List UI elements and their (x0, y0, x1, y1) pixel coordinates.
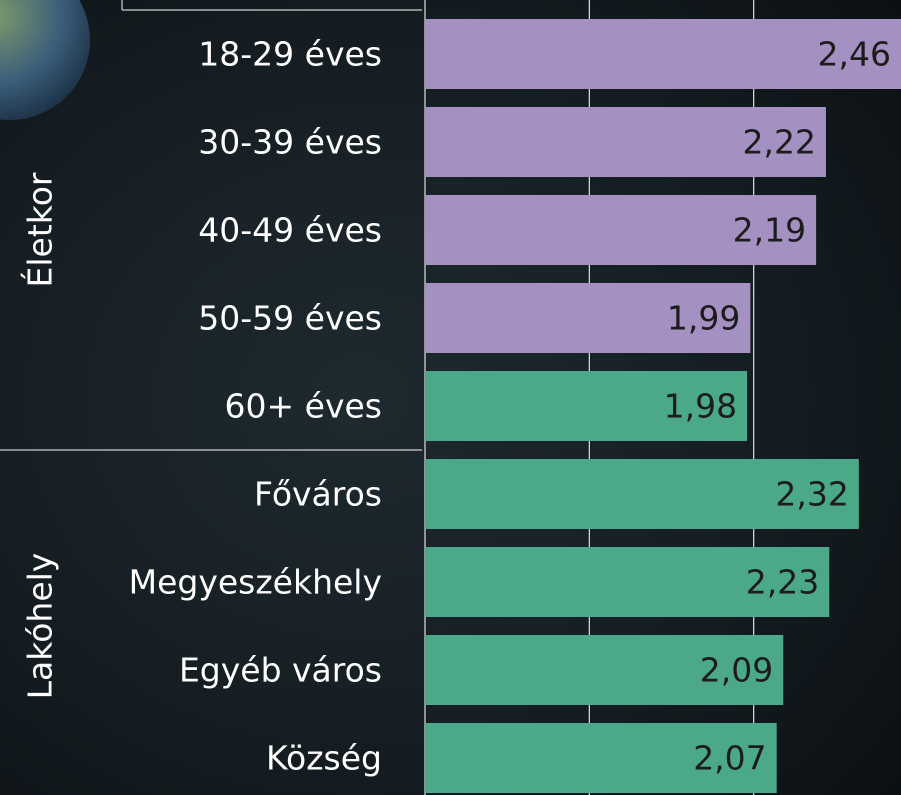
category-label: Község (266, 739, 382, 778)
bar (425, 723, 777, 793)
value-label: 2,19 (733, 211, 806, 250)
category-label: 30-39 éves (198, 123, 382, 162)
group-label: Lakóhely (21, 553, 60, 700)
group-label: Életkor (20, 172, 60, 287)
value-label: 2,07 (693, 739, 766, 778)
value-label: 2,32 (775, 475, 848, 514)
category-label: Főváros (254, 475, 382, 514)
value-label: 2,09 (700, 651, 773, 690)
bar (425, 459, 859, 529)
category-label: 18-29 éves (198, 35, 382, 74)
bar (425, 19, 901, 89)
bar (425, 195, 817, 265)
bars (425, 19, 901, 793)
bar (425, 107, 826, 177)
category-label: 60+ éves (225, 387, 382, 426)
value-label: 2,22 (742, 123, 815, 162)
value-label: 1,98 (664, 387, 737, 426)
category-label: 40-49 éves (198, 211, 382, 250)
category-label: Megyeszékhely (129, 563, 382, 602)
bar (425, 371, 748, 441)
category-label: 50-59 éves (198, 299, 382, 338)
value-label: 2,46 (818, 35, 891, 74)
value-label: 1,99 (667, 299, 740, 338)
value-label: 2,23 (746, 563, 819, 602)
bar (425, 547, 830, 617)
globe (0, 0, 90, 120)
category-label: Egyéb város (179, 651, 382, 690)
bar (425, 635, 784, 705)
bar (425, 283, 751, 353)
